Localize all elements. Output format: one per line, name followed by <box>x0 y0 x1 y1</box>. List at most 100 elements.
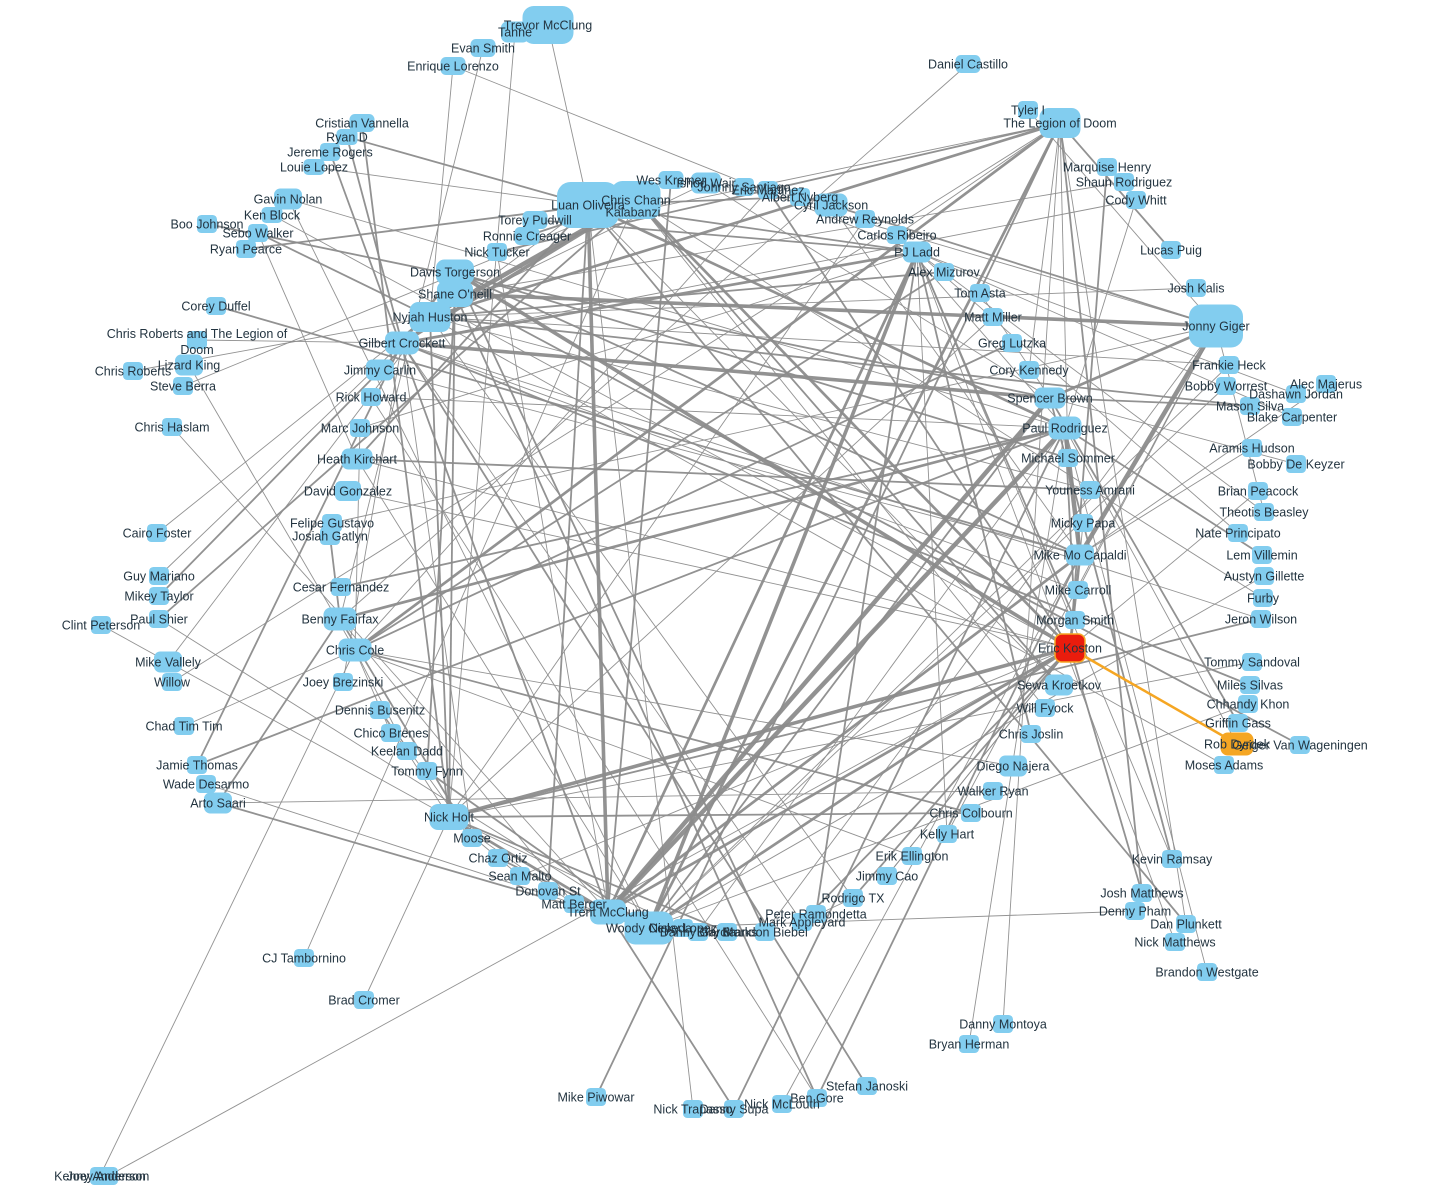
svg-text:Theotis Beasley: Theotis Beasley <box>1220 505 1310 519</box>
svg-text:Lizard King: Lizard King <box>158 358 221 372</box>
svg-text:Heath Kirchart: Heath Kirchart <box>317 452 397 466</box>
svg-text:Jonny Giger: Jonny Giger <box>1182 319 1249 333</box>
svg-text:Spencer Brown: Spencer Brown <box>1007 391 1093 405</box>
svg-text:Enrique Lorenzo: Enrique Lorenzo <box>407 59 499 73</box>
svg-text:Carlos Ribeiro: Carlos Ribeiro <box>857 228 936 242</box>
svg-text:Sebo Walker: Sebo Walker <box>222 226 293 240</box>
svg-text:Griffin Gass: Griffin Gass <box>1205 716 1271 730</box>
svg-text:Walker Ryan: Walker Ryan <box>957 784 1028 798</box>
svg-text:Clint Peterson: Clint Peterson <box>62 618 141 632</box>
svg-text:Andrew Reynolds: Andrew Reynolds <box>816 212 914 226</box>
svg-text:Moose: Moose <box>453 831 491 845</box>
svg-text:Tommy Sandoval: Tommy Sandoval <box>1204 655 1300 669</box>
svg-text:Gilbert Crockett: Gilbert Crockett <box>359 336 446 350</box>
svg-text:Wes Kremer: Wes Kremer <box>636 173 705 187</box>
svg-text:Cristian Vannella: Cristian Vannella <box>315 116 409 130</box>
svg-text:The Legion of Doom: The Legion of Doom <box>1003 116 1116 130</box>
svg-text:Ryan D: Ryan D <box>326 130 368 144</box>
svg-text:Marquise Henry: Marquise Henry <box>1063 160 1152 174</box>
svg-text:Alec Majerus: Alec Majerus <box>1290 377 1362 391</box>
svg-text:Luan Oliveira: Luan Oliveira <box>551 198 625 212</box>
svg-text:Evan Smith: Evan Smith <box>451 41 515 55</box>
svg-text:Doom: Doom <box>180 343 213 357</box>
svg-text:Nyjah Huston: Nyjah Huston <box>392 310 467 324</box>
svg-text:Joey Anderson: Joey Anderson <box>67 1169 150 1183</box>
svg-text:Louie Lopez: Louie Lopez <box>280 160 348 174</box>
svg-text:Furby: Furby <box>1247 591 1280 605</box>
svg-text:Arto Saari: Arto Saari <box>190 796 246 810</box>
svg-text:Chris Colbourn: Chris Colbourn <box>929 806 1012 820</box>
svg-text:Geiger Van Wageningen: Geiger Van Wageningen <box>1232 738 1368 752</box>
svg-text:Paul Shier: Paul Shier <box>130 612 188 626</box>
svg-text:Trent McClung: Trent McClung <box>567 905 649 919</box>
svg-text:Rick Howard: Rick Howard <box>336 390 407 404</box>
svg-text:Moses Adams: Moses Adams <box>1185 758 1264 772</box>
svg-text:Kevin Ramsay: Kevin Ramsay <box>1132 852 1213 866</box>
svg-text:Steve Berra: Steve Berra <box>150 379 216 393</box>
svg-text:Josh Matthews: Josh Matthews <box>1100 886 1183 900</box>
svg-text:Donovan St: Donovan St <box>515 884 581 898</box>
svg-text:Youness Amrani: Youness Amrani <box>1045 483 1135 497</box>
svg-text:Nate Principato: Nate Principato <box>1195 526 1281 540</box>
svg-text:Danny Supa: Danny Supa <box>700 1102 769 1116</box>
svg-text:Cairo Foster: Cairo Foster <box>123 526 192 540</box>
svg-text:CJ Tambornino: CJ Tambornino <box>262 951 346 965</box>
svg-text:Erik Ellington: Erik Ellington <box>876 849 949 863</box>
svg-text:Sean Malto: Sean Malto <box>488 869 551 883</box>
svg-text:Brad Cromer: Brad Cromer <box>328 993 400 1007</box>
svg-text:Keelan Dadd: Keelan Dadd <box>371 744 443 758</box>
svg-text:Sewa Kroetkov: Sewa Kroetkov <box>1017 678 1102 692</box>
svg-text:Ken Block: Ken Block <box>244 208 301 222</box>
svg-text:Danny Montoya: Danny Montoya <box>959 1017 1047 1031</box>
svg-text:Dan Plunkett: Dan Plunkett <box>1150 917 1222 931</box>
svg-text:Benny Fairfax: Benny Fairfax <box>301 612 379 626</box>
svg-text:Felipe Gustavo: Felipe Gustavo <box>290 516 374 530</box>
svg-text:Cory Kennedy: Cory Kennedy <box>989 363 1069 377</box>
svg-text:Daniel Castillo: Daniel Castillo <box>928 57 1008 71</box>
svg-text:Eric Koston: Eric Koston <box>1038 641 1102 655</box>
svg-text:Chris Joslin: Chris Joslin <box>999 727 1064 741</box>
svg-text:Matt Miller: Matt Miller <box>964 310 1022 324</box>
svg-text:Shane O'neill: Shane O'neill <box>418 287 492 301</box>
svg-text:Ryan Pearce: Ryan Pearce <box>210 242 282 256</box>
svg-text:Peter Ramondetta: Peter Ramondetta <box>765 907 866 921</box>
svg-text:Tanne: Tanne <box>498 25 532 39</box>
svg-text:Paul Rodriguez: Paul Rodriguez <box>1022 421 1107 435</box>
svg-text:Nick Tucker: Nick Tucker <box>464 245 529 259</box>
svg-text:David Gonzalez: David Gonzalez <box>304 484 392 498</box>
svg-text:Jamie Thomas: Jamie Thomas <box>156 758 238 772</box>
svg-text:Denny Pham: Denny Pham <box>1099 904 1171 918</box>
svg-text:Chris Haslam: Chris Haslam <box>134 420 209 434</box>
svg-text:Chhandy Khon: Chhandy Khon <box>1207 697 1290 711</box>
svg-text:Bobby De Keyzer: Bobby De Keyzer <box>1247 457 1344 471</box>
svg-text:Brian Peacock: Brian Peacock <box>1218 484 1299 498</box>
svg-text:Lem Villemin: Lem Villemin <box>1226 548 1297 562</box>
svg-text:Mike Vallely: Mike Vallely <box>135 655 202 669</box>
svg-text:Bryan Herman: Bryan Herman <box>929 1037 1010 1051</box>
svg-text:Josh Kalis: Josh Kalis <box>1168 281 1225 295</box>
svg-text:Jimmy Carlin: Jimmy Carlin <box>344 363 416 377</box>
svg-text:Michael Sommer: Michael Sommer <box>1021 451 1115 465</box>
svg-text:Miles Silvas: Miles Silvas <box>1217 678 1283 692</box>
svg-text:Mikey Taylor: Mikey Taylor <box>124 589 193 603</box>
svg-text:Frankie Heck: Frankie Heck <box>1192 358 1266 372</box>
svg-text:Chris Roberts and The Legion o: Chris Roberts and The Legion of <box>107 327 288 341</box>
svg-text:Austyn Gillette: Austyn Gillette <box>1224 569 1305 583</box>
svg-text:Joey Brezinski: Joey Brezinski <box>303 675 384 689</box>
svg-text:Aramis Hudson: Aramis Hudson <box>1209 441 1294 455</box>
svg-text:Chad Tim Tim: Chad Tim Tim <box>145 719 222 733</box>
svg-text:Chris Cole: Chris Cole <box>326 643 384 657</box>
svg-text:Brandon Westgate: Brandon Westgate <box>1155 965 1258 979</box>
svg-text:Lucas Puig: Lucas Puig <box>1140 243 1202 257</box>
svg-text:Cesar Fernandez: Cesar Fernandez <box>293 580 390 594</box>
svg-text:Nick Holt: Nick Holt <box>424 810 475 824</box>
svg-text:Tom Asta: Tom Asta <box>954 286 1005 300</box>
svg-text:Dennis Busenitz: Dennis Busenitz <box>335 703 425 717</box>
svg-text:Wade Desarmo: Wade Desarmo <box>163 777 249 791</box>
svg-text:Shaun Rodriguez: Shaun Rodriguez <box>1076 175 1173 189</box>
svg-text:Morgan Smith: Morgan Smith <box>1036 613 1114 627</box>
svg-text:Cody Whitt: Cody Whitt <box>1105 193 1167 207</box>
svg-text:Diego Najera: Diego Najera <box>977 759 1050 773</box>
svg-text:Willow: Willow <box>154 675 191 689</box>
svg-text:Will Fyock: Will Fyock <box>1017 701 1075 715</box>
